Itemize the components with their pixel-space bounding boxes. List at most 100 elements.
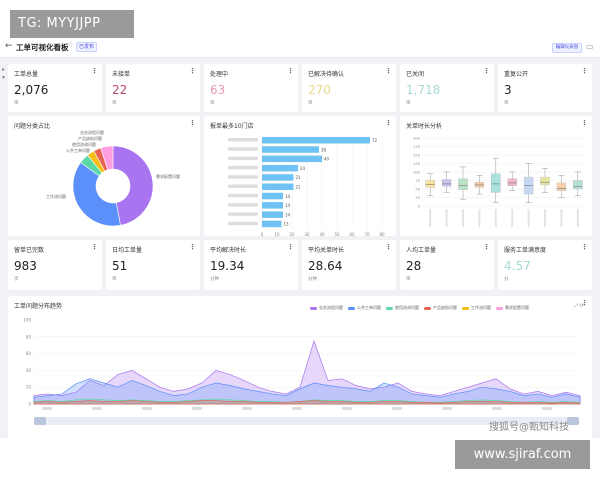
more-menu-icon[interactable]: ⋮ — [581, 299, 588, 307]
kpi-value: 28.64 — [308, 259, 343, 273]
page-title: 工单可视化看板 — [16, 43, 69, 52]
legend-swatch — [386, 306, 393, 310]
blurred-date-label — [392, 407, 402, 410]
kpi-unit: 单 — [210, 101, 215, 106]
legend-item[interactable]: 工作流问题 — [462, 305, 491, 310]
more-menu-icon[interactable]: ⋮ — [91, 67, 98, 75]
kpi-unit: 分 — [504, 277, 509, 282]
star-icon[interactable]: ☆ — [67, 41, 74, 49]
legend-item[interactable]: 产品缺陷问题 — [424, 305, 457, 310]
kpi-card-reopened: 重复公开 ⋮ 3 单 — [498, 64, 592, 112]
y-tick-label: 0 — [418, 205, 421, 209]
more-menu-icon[interactable]: ⋮ — [581, 67, 588, 75]
kpi-label: 重复公开 — [504, 71, 529, 78]
kpi-label: 未接单 — [112, 71, 131, 78]
bar-value-label: 14 — [285, 212, 291, 217]
kpi-card-resolved: 已解决待确认 ⋮ 270 单 — [302, 64, 396, 112]
kpi-unit: 单 — [406, 277, 411, 282]
more-menu-icon[interactable]: ⋮ — [483, 67, 490, 75]
more-menu-icon[interactable]: ⋮ — [91, 243, 98, 251]
bar — [262, 137, 370, 144]
blurred-store-label — [228, 138, 258, 142]
y-tick-label: 150 — [413, 154, 421, 158]
chart-title: 关单时长分析 — [406, 123, 443, 130]
kpi-value: 28 — [406, 259, 422, 273]
x-tick-label: 0 — [261, 232, 264, 236]
blurred-category-label — [511, 209, 514, 227]
legend-label: 工作流问题 — [471, 305, 491, 310]
zoom-slider-handle-right[interactable] — [567, 417, 579, 425]
y-tick-label: 100 — [23, 318, 31, 323]
legend-item[interactable]: 需求配置问题 — [496, 305, 529, 310]
bar — [262, 220, 282, 228]
blurred-category-label — [576, 209, 579, 227]
more-menu-icon[interactable]: ⋮ — [287, 243, 294, 251]
bar-value-label: 38 — [321, 147, 327, 152]
zoom-slider-track[interactable] — [34, 417, 579, 425]
pie-label: 产品缺陷问题 — [78, 135, 102, 141]
more-menu-icon[interactable]: ⋮ — [287, 67, 294, 75]
bar — [262, 192, 283, 200]
box — [556, 182, 567, 191]
more-menu-icon[interactable]: ⋮ — [189, 243, 196, 251]
legend-swatch — [348, 306, 355, 310]
more-menu-icon[interactable]: ⋮ — [189, 119, 196, 127]
kpi-value: 270 — [308, 83, 331, 97]
legend-item[interactable]: 使用咨询问题 — [386, 305, 419, 310]
zoom-slider-handle-left[interactable] — [34, 417, 46, 425]
bar-chart-card: 报单最多10门店 ⋮ 72 38 40 24 21 21 14 14 14 13 0 10 20 30 4… — [204, 116, 396, 236]
dashboard-screen: ← 工单可视化看板 ☆ 已发布 编辑仪表盘 ▭ ▸ ▾ 工单总量 ⋮ 2,076 … — [0, 38, 600, 438]
bar — [262, 211, 283, 218]
chart-toolbar-icon[interactable]: ⤢ ⟳ — [574, 303, 584, 309]
blurred-category-label — [544, 209, 546, 227]
legend-swatch — [424, 306, 431, 310]
more-menu-icon[interactable]: ⋮ — [581, 243, 588, 251]
kpi-unit: 单 — [406, 101, 411, 106]
more-menu-icon[interactable]: ⋮ — [385, 67, 392, 75]
chart-title: 问题分类占比 — [14, 123, 51, 130]
more-menu-icon[interactable]: ⋮ — [581, 119, 588, 127]
chart-title: 工单问题分布趋势 — [14, 303, 63, 310]
kpi-label: 已解决待确认 — [308, 71, 345, 78]
bar-value-label: 21 — [296, 185, 302, 190]
more-menu-icon[interactable]: ⋮ — [483, 243, 490, 251]
x-tick-label: 50 — [334, 232, 340, 236]
more-menu-icon[interactable]: ⋮ — [385, 243, 392, 251]
back-arrow-icon[interactable]: ← — [5, 41, 13, 51]
legend-item[interactable]: 公共工单问题 — [348, 305, 381, 310]
blurred-store-label — [228, 221, 258, 226]
kpi-unit: 单 — [14, 101, 19, 106]
bar — [262, 202, 283, 209]
watermark-bottom: www.sjiraf.com — [455, 440, 590, 469]
legend-item[interactable]: 业务流程问题 — [310, 305, 343, 310]
y-tick-label: 25 — [415, 196, 420, 200]
bar — [262, 146, 319, 153]
side-collapse-icon[interactable]: ▸ ▾ — [2, 66, 6, 81]
chart-title: 报单最多10门店 — [210, 123, 254, 130]
box — [441, 179, 452, 187]
blurred-date-label — [292, 407, 302, 410]
y-tick-label: 200 — [413, 137, 421, 141]
kpi-label: 人均工单量 — [406, 247, 437, 254]
bar-value-label: 24 — [300, 166, 306, 171]
kpi-value: 19.34 — [210, 259, 245, 273]
x-tick-label: 10 — [274, 232, 280, 236]
watermark-middle: 搜狐号@甄知科技 — [489, 422, 569, 433]
top-bar: ← 工单可视化看板 ☆ 已发布 编辑仪表盘 ▭ — [0, 38, 600, 58]
fullscreen-icon[interactable]: ▭ — [586, 42, 594, 51]
blurred-store-label — [228, 212, 258, 216]
box — [540, 176, 550, 186]
kpi-unit: 次 — [14, 277, 19, 282]
bar — [262, 164, 298, 172]
edit-dashboard-button[interactable]: 编辑仪表盘 — [552, 43, 582, 53]
blurred-date-label — [242, 407, 252, 410]
more-menu-icon[interactable]: ⋮ — [189, 67, 196, 75]
box-plot-chart: 200 175 150 125 100 75 50 25 0 — [413, 137, 586, 227]
more-menu-icon[interactable]: ⋮ — [385, 119, 392, 127]
kpi-unit: 单 — [112, 101, 117, 106]
blurred-store-label — [228, 193, 258, 198]
legend-label: 需求配置问题 — [505, 305, 529, 310]
kpi-card-total: 工单总量 ⋮ 2,076 单 — [8, 64, 102, 112]
box — [425, 180, 435, 188]
kpi-card-avg-close: 平均关单时长 ⋮ 28.64 分钟 — [302, 240, 396, 290]
